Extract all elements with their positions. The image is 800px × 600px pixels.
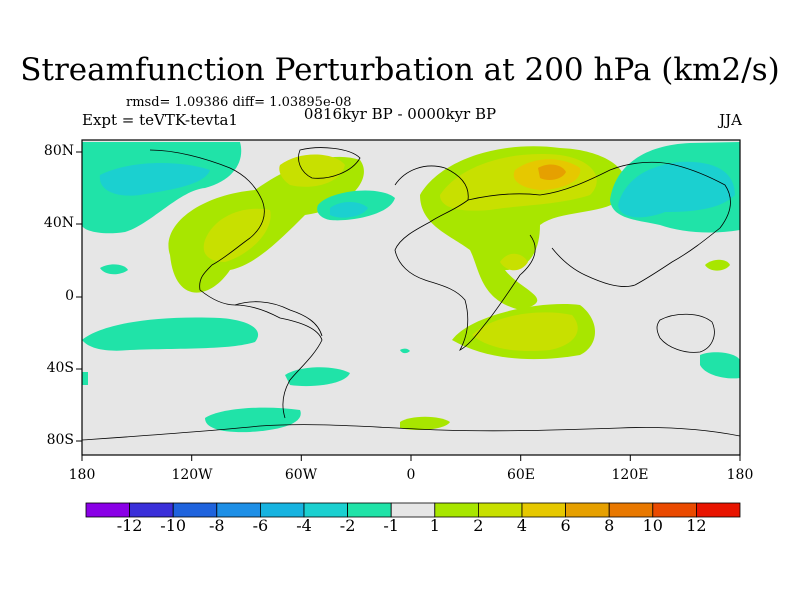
colorbar-cell [521, 502, 566, 518]
map-title: Streamfunction Perturbation at 200 hPa (… [20, 52, 780, 88]
colorbar-label: -12 [116, 516, 143, 535]
colorbar-label: 4 [516, 516, 528, 535]
colorbar-cell [172, 502, 218, 518]
greenland-coast [298, 147, 361, 179]
colorbar-cell [303, 502, 348, 518]
colorbar-label: 2 [473, 516, 484, 535]
asia-coast [467, 161, 731, 287]
lon-label-120w: 120W [171, 467, 213, 483]
streamfunction-field [82, 142, 740, 433]
colorbar-label: 8 [604, 516, 615, 535]
contour-tropic-small-negative [100, 264, 128, 275]
colorbar-cell [347, 502, 392, 518]
contour-arctic-core [279, 154, 345, 187]
contour-south-core [472, 312, 578, 352]
stats-text: rmsd= 1.09386 diff= 1.03895e-08 [126, 95, 352, 110]
colorbar-label: -1 [383, 516, 399, 535]
colorbar-cell [477, 502, 523, 518]
colorbar-cell [565, 502, 610, 518]
lon-label-180w: 180 [68, 467, 96, 483]
contour-southwest-atlantic-negative [285, 367, 350, 387]
contour-siberia-core-8 [538, 164, 566, 180]
south-america-east-coast [234, 301, 323, 337]
colorbar-cell [434, 502, 479, 518]
contour-south-pacific-negative [82, 317, 259, 351]
contour-africa-core [500, 253, 528, 271]
colorbar-label: -8 [209, 516, 225, 535]
period-label: 0816kyr BP - 0000kyr BP [303, 105, 497, 123]
colorbar [85, 502, 741, 518]
lat-label-0: 0 [65, 288, 74, 304]
colorbar-cell [608, 502, 654, 518]
colorbar-label: 12 [686, 516, 707, 535]
contour-na-core [203, 208, 271, 262]
lon-label-120e: 120E [611, 467, 649, 483]
lon-label-0: 0 [406, 467, 416, 483]
colorbar-cell [216, 502, 261, 518]
colorbar-label: -4 [296, 516, 312, 535]
colorbar-cell [85, 502, 130, 518]
lat-label-80s: 80S [46, 432, 74, 448]
contour-west-pacific-positive [705, 259, 730, 271]
colorbar-label: 10 [642, 516, 663, 535]
season-label: JJA [719, 111, 742, 129]
colorbar-label: -6 [252, 516, 269, 535]
experiment-label: Expt = teVTK-tevta1 [82, 111, 238, 129]
contour-antarctic-negative [205, 407, 301, 433]
contour-indian-small-negative [400, 348, 410, 354]
axis-ticks [76, 151, 741, 461]
colorbar-label: -2 [339, 516, 356, 535]
colorbar-label: -10 [160, 516, 187, 535]
contour-north-pacific-core [99, 163, 210, 196]
colorbar-cell [696, 502, 741, 518]
contour-dateline-negative [700, 352, 740, 379]
lon-label-60w: 60W [284, 467, 318, 483]
lat-label-80n: 80N [43, 143, 74, 159]
colorbar-cell [390, 502, 436, 518]
contour-antarctic-positive [400, 416, 450, 430]
colorbar-label: 1 [429, 516, 440, 535]
australia-coast [656, 313, 715, 353]
lon-label-60e: 60E [506, 467, 536, 483]
colorbar-cell [652, 502, 697, 518]
north-america-coast [149, 149, 323, 419]
colorbar-label: 6 [560, 516, 571, 535]
europe-africa-coast [394, 165, 536, 351]
colorbar-cell [129, 502, 174, 518]
contour-atlantic-core [330, 202, 368, 218]
lat-label-40n: 40N [43, 215, 74, 231]
coastlines [82, 147, 740, 441]
lon-label-180e: 180 [726, 467, 754, 483]
lat-label-40s: 40S [46, 360, 74, 376]
colorbar-cell [259, 502, 305, 518]
antarctica-coast [82, 424, 740, 441]
contour-south-small-negative [82, 372, 88, 385]
